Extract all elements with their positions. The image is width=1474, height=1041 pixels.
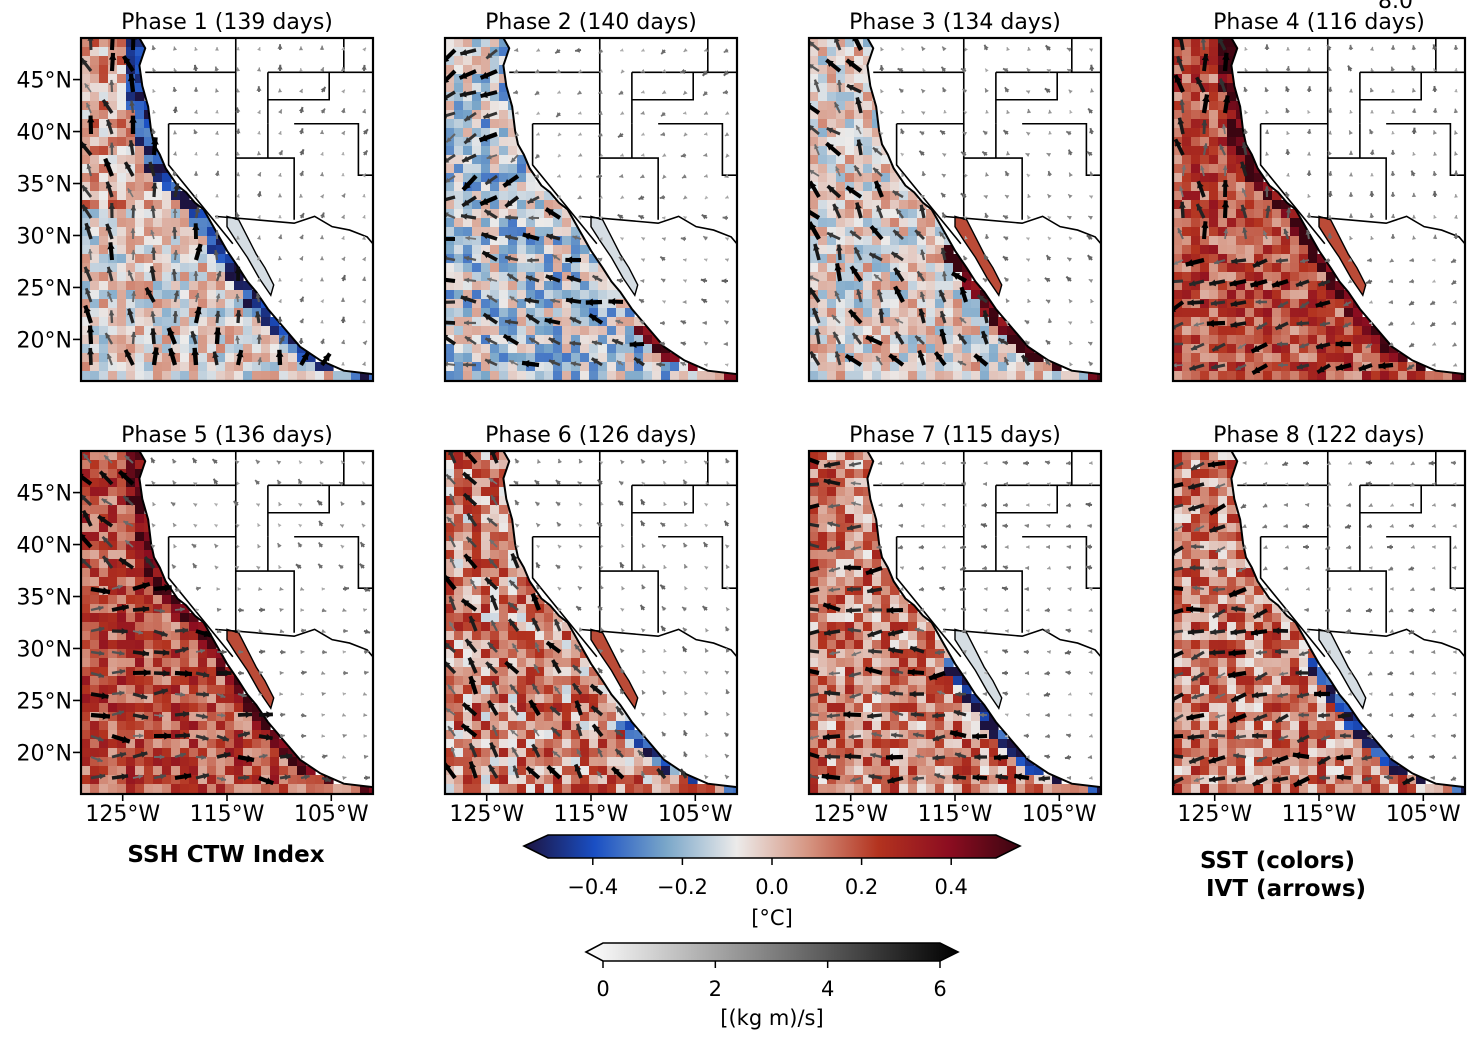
lon-tick-label: 125°W: [449, 802, 524, 827]
state-borders: [509, 38, 737, 245]
colorbar-tick-label: −0.2: [657, 875, 708, 899]
lat-tick-label: 35°N: [17, 586, 72, 611]
state-borders: [145, 38, 373, 245]
state-borders: [1237, 38, 1465, 245]
ivt-arrows: [81, 453, 371, 786]
panel-title: Phase 1 (139 days): [121, 10, 333, 35]
land: [1230, 38, 1465, 376]
colorbar-tick-label: 2: [709, 977, 722, 1001]
lat-tick-label: 20°N: [17, 741, 72, 766]
colorbar-tick-label: 0.4: [934, 875, 967, 899]
lat-tick-label: 30°N: [17, 637, 72, 662]
map-panel-4: Phase 4 (116 days): [1171, 10, 1467, 383]
legend-ivt-label: IVT (arrows): [1206, 876, 1366, 902]
sst-colorbar: −0.4 −0.2 0.0 0.2 0.4 [°C]: [522, 834, 1022, 930]
lat-tick-label: 45°N: [17, 482, 72, 507]
colorbar-tick-label: 0.2: [845, 875, 878, 899]
state-borders: [145, 451, 373, 658]
index-label: SSH CTW Index: [127, 842, 324, 868]
sst-field: [809, 451, 1101, 794]
ivt-arrows: [445, 451, 731, 780]
lon-tick-label: 105°W: [1022, 802, 1097, 827]
lon-axis: 125°W 115°W 105°W: [85, 794, 369, 827]
lon-tick-label: 115°W: [554, 802, 629, 827]
stray-label: 8.0: [1378, 0, 1413, 14]
map-panel-5: Phase 5 (136 days) 45°N 40°N 35°N 30°N 25°N 20…: [17, 423, 375, 827]
lon-tick-label: 125°W: [85, 802, 160, 827]
land: [502, 38, 737, 376]
map-frame: [79, 36, 375, 383]
lon-axis: 125°W 115°W 105°W: [449, 794, 733, 827]
lat-tick-label: 25°N: [17, 689, 72, 714]
lat-axis: 45°N 40°N 35°N 30°N 25°N 20°N: [17, 482, 81, 766]
panel-title: Phase 6 (126 days): [485, 423, 697, 448]
land: [502, 451, 737, 789]
map-panel-3: Phase 3 (134 days): [807, 10, 1103, 383]
land: [138, 451, 373, 789]
lat-axis: 45°N 40°N 35°N 30°N 25°N 20°N: [17, 69, 81, 353]
ivt-colorbar: 0 2 4 6 [(kg m)/s]: [584, 942, 960, 1030]
lon-tick-label: 125°W: [813, 802, 888, 827]
panel-title: Phase 3 (134 days): [849, 10, 1061, 35]
state-borders: [1237, 451, 1465, 658]
colorbar-tick-label: 0.0: [755, 875, 788, 899]
lon-tick-label: 105°W: [658, 802, 733, 827]
state-borders: [873, 451, 1101, 658]
map-panel-6: Phase 6 (126 days) 125°W 115°W 105°W: [443, 423, 739, 827]
panel-title: Phase 5 (136 days): [121, 423, 333, 448]
colorbar-tick-label: −0.4: [567, 875, 618, 899]
state-borders: [509, 451, 737, 658]
lon-axis: 125°W 115°W 105°W: [813, 794, 1097, 827]
panel-title: Phase 2 (140 days): [485, 10, 697, 35]
ivt-arrows: [809, 38, 1095, 367]
lon-tick-label: 115°W: [190, 802, 265, 827]
ivt-arrows: [445, 47, 730, 368]
ivt-colorbar-bar: [584, 942, 960, 962]
sst-colorbar-units: [°C]: [751, 906, 793, 930]
lat-tick-label: 40°N: [17, 534, 72, 559]
colorbar-tick-label: 6: [933, 977, 946, 1001]
lat-tick-label: 45°N: [17, 69, 72, 94]
lat-tick-label: 40°N: [17, 121, 72, 146]
ivt-colorbar-units: [(kg m)/s]: [720, 1006, 823, 1030]
lon-tick-label: 115°W: [918, 802, 993, 827]
sst-colorbar-bar: [522, 834, 1022, 859]
map-frame: [807, 36, 1103, 383]
lat-tick-label: 30°N: [17, 224, 72, 249]
colorbar-tick-label: 4: [821, 977, 834, 1001]
lon-tick-label: 105°W: [1386, 802, 1461, 827]
panel-title: Phase 4 (116 days): [1213, 10, 1425, 35]
colorbar-tick-label: 0: [596, 977, 609, 1001]
map-panel-7: Phase 7 (115 days) 125°W 115°W 105°W: [807, 423, 1103, 827]
land: [138, 38, 373, 376]
state-borders: [873, 38, 1101, 245]
lon-tick-label: 115°W: [1282, 802, 1357, 827]
panel-title: Phase 7 (115 days): [849, 423, 1061, 448]
map-panel-1: Phase 1 (139 days) 45°N 40°N 35°N 30°N 25°N 20…: [17, 10, 375, 383]
lon-axis: 125°W 115°W 105°W: [1177, 794, 1461, 827]
lat-tick-label: 35°N: [17, 173, 72, 198]
land: [866, 38, 1101, 376]
lon-tick-label: 105°W: [294, 802, 369, 827]
ivt-arrows: [1173, 38, 1459, 375]
lat-tick-label: 25°N: [17, 276, 72, 301]
ivt-arrows: [1173, 460, 1458, 788]
land: [866, 451, 1101, 789]
lon-tick-label: 125°W: [1177, 802, 1252, 827]
map-panel-8: Phase 8 (122 days) 125°W 115°W 105°W: [1171, 423, 1467, 827]
legend-sst-label: SST (colors): [1200, 848, 1355, 874]
lat-tick-label: 20°N: [17, 328, 72, 353]
ivt-colorbar-ticks: 0 2 4 6: [596, 961, 947, 1001]
map-frame: [443, 36, 739, 383]
map-frame: [1171, 36, 1467, 383]
ivt-arrows: [81, 38, 369, 367]
panel-title: Phase 8 (122 days): [1213, 423, 1425, 448]
map-panel-2: Phase 2 (140 days): [443, 10, 739, 383]
land: [1230, 451, 1465, 789]
sst-colorbar-ticks: −0.4 −0.2 0.0 0.2 0.4: [567, 858, 968, 899]
